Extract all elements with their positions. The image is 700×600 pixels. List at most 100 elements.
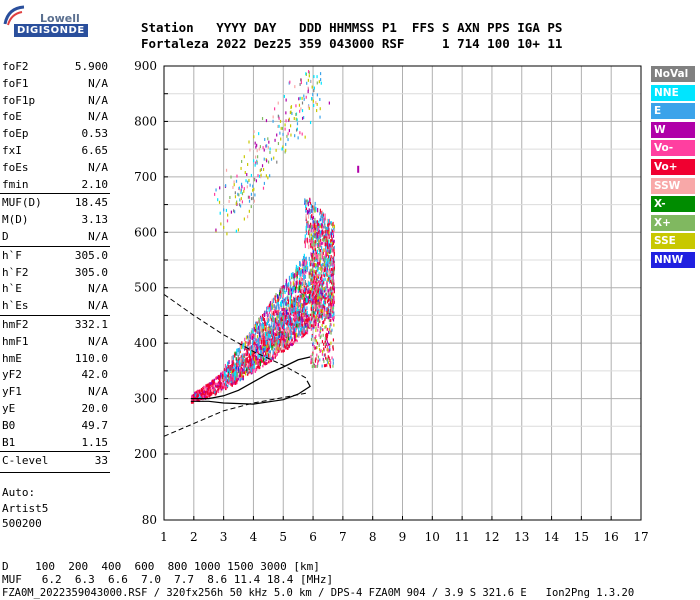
echo-point xyxy=(313,320,315,324)
echo-point xyxy=(266,328,268,332)
echo-point xyxy=(320,264,322,270)
echo-point xyxy=(230,366,232,371)
echo-point xyxy=(333,266,335,270)
echo-point xyxy=(312,361,314,365)
echo-point xyxy=(331,298,333,304)
echo-point xyxy=(301,326,303,331)
echo-point xyxy=(308,74,310,78)
echo-point xyxy=(316,268,318,273)
echo-point xyxy=(291,302,294,306)
echo-point xyxy=(322,287,324,291)
echo-point xyxy=(250,345,253,348)
echo-point xyxy=(277,300,279,306)
echo-point xyxy=(333,316,335,320)
echo-point xyxy=(317,310,319,314)
echo-point xyxy=(251,335,254,341)
echo-point xyxy=(308,313,310,317)
echo-point xyxy=(325,237,327,241)
echo-point xyxy=(325,254,327,258)
echo-point xyxy=(330,308,332,312)
echo-point xyxy=(262,364,264,368)
echo-point xyxy=(262,357,264,361)
echo-point xyxy=(253,135,255,139)
echo-point xyxy=(275,354,277,358)
echo-point xyxy=(203,396,205,400)
echo-point xyxy=(253,178,256,182)
echo-point xyxy=(254,346,256,352)
echo-point xyxy=(313,86,316,90)
echo-point xyxy=(197,390,199,394)
echo-point xyxy=(327,342,330,346)
y-tick-label: 800 xyxy=(134,114,157,128)
echo-point xyxy=(301,109,304,113)
echo-point xyxy=(295,306,297,310)
echo-point xyxy=(260,360,263,363)
echo-point xyxy=(311,270,314,276)
echo-point xyxy=(212,384,214,388)
echo-point xyxy=(296,310,298,313)
echo-point xyxy=(233,183,235,187)
echo-point xyxy=(332,300,334,304)
echo-point xyxy=(328,225,330,231)
echo-point xyxy=(303,300,305,303)
echo-point xyxy=(306,310,308,315)
echo-point xyxy=(221,374,224,380)
echo-point xyxy=(250,358,252,364)
echo-point xyxy=(316,353,318,357)
echo-point xyxy=(333,252,335,257)
echo-point xyxy=(279,291,281,296)
echo-point xyxy=(320,309,322,313)
echo-point xyxy=(322,225,324,229)
echo-point xyxy=(330,232,333,236)
echo-point xyxy=(256,360,258,366)
echo-point xyxy=(208,392,211,396)
echo-point xyxy=(227,213,229,217)
echo-point xyxy=(243,371,246,375)
echo-point xyxy=(302,255,305,260)
echo-point xyxy=(294,311,296,315)
echo-point xyxy=(271,336,274,340)
echo-point xyxy=(312,215,315,219)
echo-point xyxy=(331,232,334,236)
echo-point xyxy=(294,284,296,290)
echo-point xyxy=(320,230,322,234)
echo-point xyxy=(264,354,266,358)
echo-point xyxy=(328,318,331,322)
echo-point xyxy=(317,276,319,279)
echo-point xyxy=(240,188,242,192)
param-value: N/A xyxy=(88,299,108,313)
echo-point xyxy=(310,215,312,220)
echo-point xyxy=(282,285,284,290)
echo-point xyxy=(220,378,222,382)
echo-point xyxy=(306,325,308,332)
echo-point xyxy=(198,396,200,399)
echo-point xyxy=(357,165,360,173)
echo-point xyxy=(252,368,255,372)
echo-point xyxy=(255,155,257,159)
echo-point xyxy=(267,160,270,164)
param-d: D N/A xyxy=(2,230,108,246)
echo-point xyxy=(269,174,271,178)
echo-point xyxy=(241,371,244,375)
echo-point xyxy=(326,258,328,264)
echo-point xyxy=(317,299,319,303)
echo-point xyxy=(285,306,287,310)
echo-point xyxy=(290,328,292,334)
echo-point xyxy=(288,327,290,332)
echo-point xyxy=(323,359,325,363)
echo-point xyxy=(323,272,325,275)
echo-point xyxy=(312,285,314,289)
echo-point xyxy=(286,134,288,138)
axis-ticks: 1 2 3 4 5 6 7 8 9 10 11 12 13 14 15 16 17802003004005006… xyxy=(134,59,649,544)
echo-point xyxy=(233,209,235,213)
echo-point xyxy=(310,359,312,363)
echo-point xyxy=(325,287,327,291)
echo-point xyxy=(332,260,334,264)
echo-point xyxy=(327,289,329,293)
param-separator xyxy=(0,315,110,316)
echo-point xyxy=(301,307,304,313)
echo-point xyxy=(330,298,333,302)
x-tick-label: 15 xyxy=(574,530,589,544)
echo-point xyxy=(260,175,262,179)
echo-point xyxy=(324,223,326,229)
